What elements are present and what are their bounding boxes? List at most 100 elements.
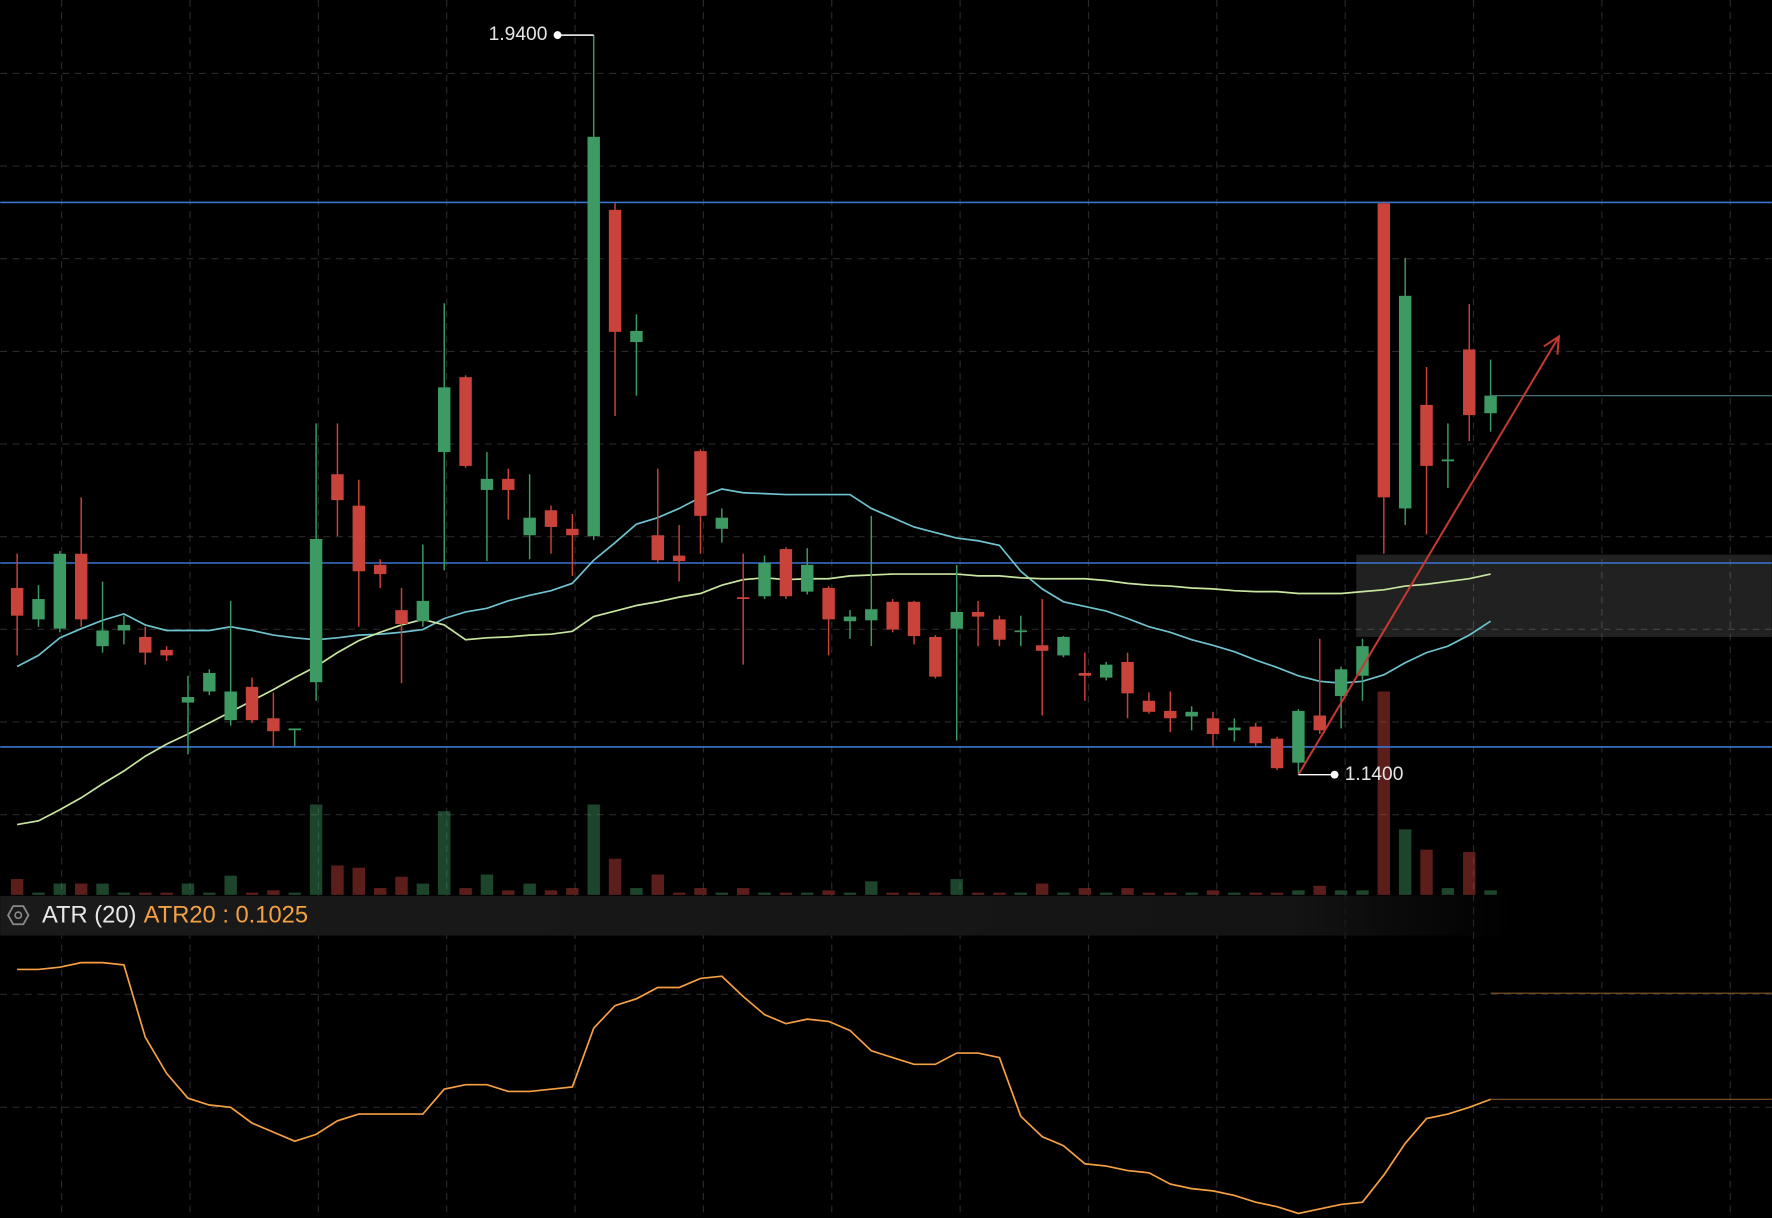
candle-body — [779, 549, 793, 597]
volume-bar — [1035, 883, 1049, 895]
volume-bar — [373, 888, 387, 895]
volume-bar — [630, 888, 643, 895]
candle-body — [971, 611, 985, 617]
volume-bar — [96, 883, 109, 895]
candle-body — [1249, 726, 1262, 744]
volume-bar — [758, 892, 771, 895]
candle-body — [395, 610, 408, 624]
volume-bar — [1078, 888, 1092, 895]
price-pane: 1.9400 1.1400 — [0, 24, 1772, 895]
volume-bar — [715, 892, 729, 895]
annotation-dot — [553, 31, 562, 40]
volume-bar — [1142, 892, 1156, 895]
volume-bar — [1014, 892, 1028, 895]
candle-body — [1099, 664, 1113, 678]
arrow-head — [1543, 334, 1561, 355]
candle-body — [822, 587, 835, 620]
volume-bar — [1099, 892, 1113, 895]
candle-body — [1377, 203, 1391, 498]
volume-bar — [459, 888, 472, 895]
volume-bar — [929, 892, 942, 895]
volume-bar — [1164, 892, 1177, 895]
candle-body — [139, 636, 152, 653]
volume-bar — [1057, 892, 1070, 895]
candle-body — [587, 136, 600, 537]
candle-body — [736, 597, 750, 600]
candle-body — [1164, 710, 1177, 719]
candle-body — [801, 564, 814, 592]
candle-body — [1313, 715, 1326, 731]
volume-bar — [544, 890, 558, 895]
candle-body — [1057, 636, 1070, 656]
candle-body — [181, 697, 195, 703]
volume-bar — [288, 892, 301, 895]
volume-bar — [502, 890, 515, 895]
volume-bar — [950, 879, 963, 895]
volume-bar — [886, 892, 899, 895]
moving-average — [16, 573, 1491, 826]
candle-body — [1078, 672, 1092, 676]
candle-body — [288, 728, 301, 731]
indicator-title: ATR (20) — [42, 903, 136, 929]
volume-bar — [608, 858, 622, 895]
volume-bar — [395, 876, 408, 895]
volume-bar — [480, 874, 494, 895]
volume-bar — [523, 883, 536, 895]
candle-body — [993, 619, 1006, 640]
volume-bar — [309, 804, 323, 895]
volume-bar — [672, 892, 686, 895]
atr-pane — [17, 961, 1772, 1215]
volume-bar — [801, 892, 814, 895]
volume-bar — [331, 865, 344, 895]
volume-bar — [1270, 892, 1284, 895]
candle-body — [117, 624, 131, 631]
indicator-icon[interactable] — [7, 905, 30, 926]
candle-body — [331, 474, 344, 501]
volume-bar — [203, 892, 216, 895]
candle-body — [523, 517, 536, 536]
volume-bar — [1313, 885, 1326, 895]
candle-body — [373, 564, 387, 575]
trend-arrow — [1297, 335, 1560, 776]
candle-body — [309, 538, 323, 683]
volume-bar — [139, 892, 152, 895]
candle-body — [1142, 700, 1156, 712]
annotation-label: 1.9400 — [489, 24, 548, 45]
candle-body — [245, 686, 259, 721]
volume-bar — [117, 892, 131, 895]
candle-body — [53, 553, 67, 629]
candle-body — [929, 636, 942, 677]
candle-body — [438, 387, 451, 453]
volume-bar — [971, 892, 985, 895]
candle-body — [1206, 718, 1220, 735]
volume-bar — [416, 883, 430, 895]
candle-body — [1420, 404, 1433, 466]
candle-body — [32, 599, 45, 620]
indicator-value: ATR20 : 0.1025 — [144, 903, 308, 929]
volume-bar — [993, 892, 1006, 895]
candle-body — [566, 528, 579, 536]
volume-bar — [907, 892, 921, 895]
candle-body — [1441, 459, 1455, 462]
candle-body — [352, 505, 366, 572]
candle-body — [10, 587, 24, 616]
moving-average — [16, 488, 1492, 684]
candle-body — [1398, 295, 1412, 509]
volume-bar — [587, 804, 600, 895]
candle-body — [1185, 711, 1198, 717]
volume-bar — [53, 883, 67, 895]
volume-bar — [1420, 849, 1433, 895]
volume-bar — [245, 892, 259, 895]
candle-body — [672, 555, 686, 562]
volume-bar — [822, 890, 835, 895]
annotation-dot — [1330, 770, 1339, 779]
volume-bar — [1377, 691, 1391, 895]
candle-body — [1121, 661, 1134, 694]
candle-body — [224, 691, 237, 721]
volume-bar — [1441, 888, 1455, 895]
candle-body — [950, 611, 963, 629]
volume-bar — [224, 875, 237, 895]
candle-body — [1228, 727, 1241, 731]
volume-bar — [566, 888, 579, 895]
volume-bar — [694, 888, 707, 895]
